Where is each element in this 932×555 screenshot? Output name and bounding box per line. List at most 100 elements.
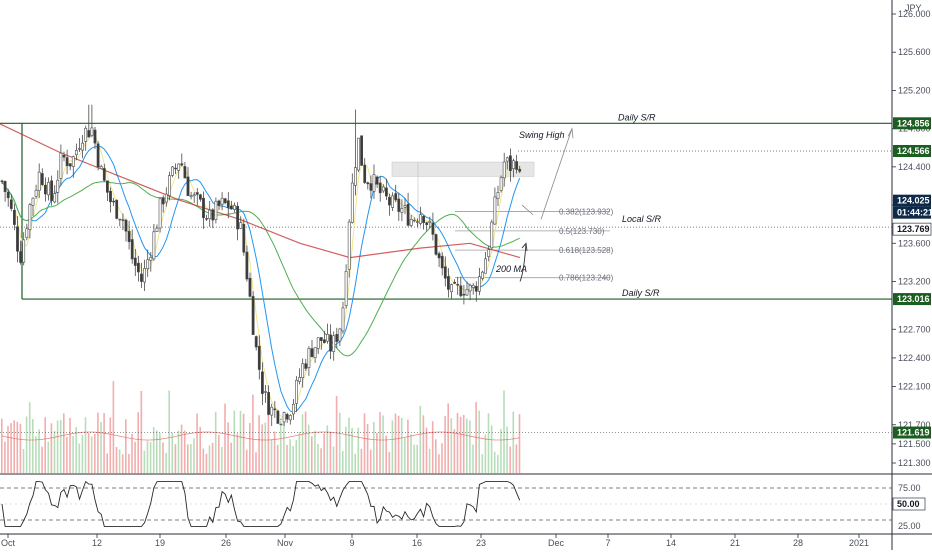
candle-body: [459, 285, 463, 297]
volume-bar: [261, 424, 263, 473]
volume-bar: [394, 413, 397, 473]
price-tick-label: 122.700: [898, 324, 931, 334]
candle-body: [477, 276, 481, 292]
time-tick-label: 23: [476, 538, 486, 548]
candle-body: [301, 363, 305, 379]
volume-bar: [205, 453, 208, 473]
candle-body: [456, 284, 460, 286]
rsi-line: [1, 480, 521, 527]
volume-bar: [397, 415, 400, 473]
candle-body: [112, 200, 116, 203]
volume-bar: [379, 412, 381, 473]
candle-body: [428, 221, 432, 223]
candle-body: [443, 266, 447, 279]
volume-bar: [13, 420, 15, 473]
candle-body: [40, 173, 44, 186]
volume-bar: [202, 448, 205, 473]
volume-bar: [497, 454, 499, 473]
candle-body: [285, 414, 289, 420]
candle-body: [344, 271, 348, 306]
candle-body: [9, 199, 13, 209]
candle-body: [499, 177, 503, 191]
candle-body: [512, 160, 515, 169]
candle-body: [295, 379, 298, 404]
volume-bar: [221, 447, 223, 473]
ma-mid-line: [1, 146, 521, 413]
volume-bar: [53, 430, 56, 473]
candle-body: [96, 143, 100, 168]
candle-body: [47, 182, 50, 196]
price-tag: [892, 222, 932, 236]
candle-body: [102, 168, 106, 181]
candle-body: [465, 288, 469, 296]
time-tick-label: 9: [349, 538, 354, 548]
candle-body: [406, 203, 410, 226]
candle-body: [496, 192, 500, 200]
volume-bar: [314, 430, 316, 473]
candle-body: [335, 334, 339, 342]
volume-bar: [320, 448, 322, 473]
volume-bar: [391, 420, 394, 473]
volume-bar: [35, 436, 37, 473]
candle-body: [267, 392, 271, 415]
price-tick-label: 121.700: [898, 420, 931, 430]
volume-bar: [75, 426, 77, 473]
volume-bar: [143, 450, 146, 473]
volume-bar: [84, 417, 87, 473]
volume-bar: [462, 414, 465, 473]
volume-bar: [329, 431, 332, 473]
volume-bar: [286, 444, 288, 473]
time-tick-label: 2021: [849, 538, 869, 548]
candle-body: [453, 281, 457, 284]
volume-bar: [118, 449, 121, 473]
candle-body: [62, 155, 66, 158]
candle-body: [282, 412, 286, 423]
candle-body: [65, 157, 69, 167]
volume-bar: [351, 427, 353, 473]
volume-bar: [311, 436, 313, 473]
candle-body: [59, 152, 63, 179]
candle-body: [152, 231, 156, 260]
candle-body: [164, 193, 168, 203]
volume-bar: [106, 453, 108, 473]
ma-200-pointer: [519, 243, 527, 282]
volume-bar: [348, 417, 350, 473]
candle-body: [140, 273, 143, 282]
volume-bar: [366, 423, 369, 473]
volume-bar: [94, 433, 96, 473]
volume-bar: [416, 444, 418, 473]
volume-bar: [450, 418, 453, 473]
candle-body: [75, 150, 78, 156]
ma-200-pointer-head: [521, 242, 528, 251]
candle-body: [22, 239, 26, 263]
candle-body: [133, 257, 137, 266]
candle-body: [412, 219, 416, 222]
volume-bar: [404, 437, 406, 473]
volume-bar: [112, 381, 115, 473]
volume-bar: [357, 427, 360, 473]
volume-bar: [190, 443, 192, 473]
candle-body: [171, 166, 174, 176]
candle-body: [487, 249, 491, 257]
candle-body: [245, 251, 249, 280]
time-tick-label: 14: [666, 538, 676, 548]
volume-bar: [512, 411, 515, 473]
candle-body: [6, 191, 10, 199]
volume-bar: [137, 412, 139, 473]
volume-bar: [177, 430, 180, 473]
volume-bar: [345, 426, 347, 473]
candle-body: [16, 226, 19, 252]
candle-body: [25, 228, 29, 238]
volume-bar: [270, 439, 273, 473]
volume-bar: [245, 449, 248, 473]
candle-body: [195, 192, 199, 195]
candle-body: [415, 221, 419, 223]
candle-body: [304, 363, 308, 369]
volume-bar: [162, 442, 164, 473]
candle-body: [137, 262, 140, 273]
volume-bar: [242, 413, 245, 473]
volume-bar: [22, 448, 25, 473]
candle-body: [31, 197, 35, 206]
